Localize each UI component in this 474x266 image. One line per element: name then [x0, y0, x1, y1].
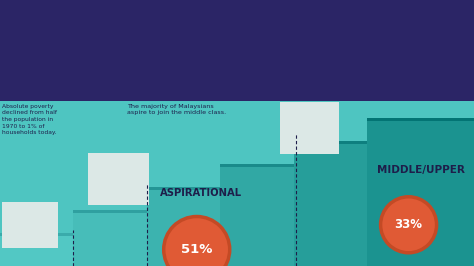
Ellipse shape [381, 197, 437, 253]
Text: in Malaysia: in Malaysia [182, 60, 292, 78]
Bar [220, 164, 294, 167]
Bar [220, 164, 294, 266]
Bar [147, 187, 220, 266]
Bar [0, 233, 73, 266]
FancyBboxPatch shape [2, 202, 58, 248]
Ellipse shape [164, 217, 230, 266]
FancyBboxPatch shape [280, 102, 339, 154]
Bar [0, 0, 474, 101]
Bar [147, 187, 220, 190]
Text: Mean
income
(*RM5,900): Mean income (*RM5,900) [294, 120, 324, 137]
Bar [367, 118, 474, 266]
Text: MIDDLE/UPPER: MIDDLE/UPPER [377, 165, 465, 174]
Text: 2.5 X
Poverty
Line
(*RM2,120): 2.5 X Poverty Line (*RM2,120) [103, 167, 134, 190]
FancyBboxPatch shape [88, 152, 149, 205]
Bar [294, 141, 367, 266]
Text: Poverty
Line
(*RM900): Poverty Line (*RM900) [18, 216, 43, 234]
Text: The majority of Malaysians
aspire to join the middle class.: The majority of Malaysians aspire to joi… [127, 104, 226, 115]
Bar [367, 118, 474, 120]
Text: Towards a Middle-Class Society: Towards a Middle-Class Society [83, 19, 391, 37]
Text: ASPIRATIONAL: ASPIRATIONAL [160, 188, 242, 198]
Bar [73, 210, 147, 213]
Bar [294, 141, 367, 144]
Bar [73, 210, 147, 266]
Text: 33%: 33% [394, 218, 423, 231]
Text: 51%: 51% [181, 243, 212, 256]
Bar [0, 233, 73, 236]
Text: Absolute poverty
declined from half
the population in
1970 to 1% of
households t: Absolute poverty declined from half the … [2, 104, 57, 135]
